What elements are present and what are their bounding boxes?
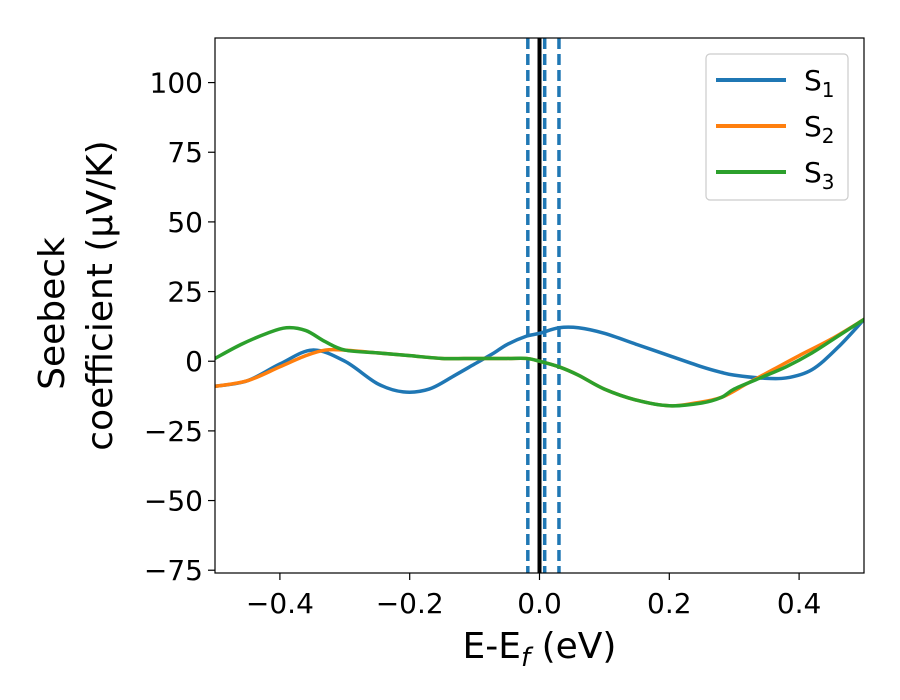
y-tick-label: 50 xyxy=(167,206,203,239)
vertical-reference-lines xyxy=(526,38,561,573)
legend: S1 S2 S3 xyxy=(705,53,849,201)
series-line-1 xyxy=(215,317,864,394)
y-axis-label-line1: Seebeck xyxy=(32,237,73,390)
x-axis-ticks: −0.4 −0.2 0.0 0.2 0.4 xyxy=(246,573,821,620)
legend-entry-2: S2 xyxy=(716,110,835,148)
x-tick-label: −0.4 xyxy=(246,587,314,620)
y-tick-label: 100 xyxy=(150,67,203,100)
legend-label: S1 xyxy=(804,64,835,102)
x-tick-label: 0.2 xyxy=(647,587,692,620)
y-axis-label-line2: coefficient (μV/K) xyxy=(80,140,121,450)
legend-entry-3: S3 xyxy=(716,156,835,194)
y-tick-label: 0 xyxy=(185,345,203,378)
legend-entries: S1 S2 S3 xyxy=(716,64,835,194)
y-axis-label: Seebeck coefficient (μV/K) xyxy=(32,140,121,450)
series-line-3 xyxy=(215,317,864,408)
x-tick-label: 0.0 xyxy=(517,587,562,620)
y-tick-label: −75 xyxy=(144,554,203,587)
legend-label: S3 xyxy=(804,156,835,194)
y-tick-label: −25 xyxy=(144,415,203,448)
x-axis-label: E-Ef (eV) xyxy=(463,626,617,673)
y-axis-ticks: −75 −50 −25 0 25 50 75 100 xyxy=(144,67,215,587)
legend-entry-1: S1 xyxy=(716,64,835,102)
x-tick-label: 0.4 xyxy=(777,587,822,620)
series-lines xyxy=(215,317,864,408)
legend-label: S2 xyxy=(804,110,835,148)
y-tick-label: 75 xyxy=(167,136,203,169)
y-tick-label: 25 xyxy=(167,276,203,309)
x-axis-label-main: E-E xyxy=(463,626,521,667)
x-tick-label: −0.2 xyxy=(376,587,444,620)
x-axis-label-suffix: (eV) xyxy=(530,626,616,667)
y-tick-label: −50 xyxy=(144,485,203,518)
